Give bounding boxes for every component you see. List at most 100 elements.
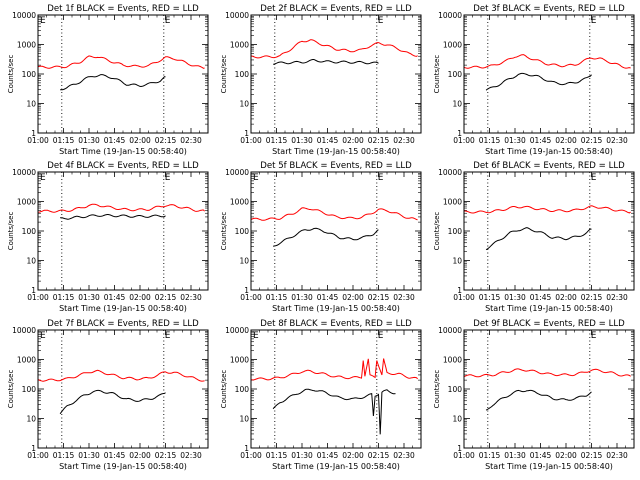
y-tick-label: 1 [457, 286, 462, 295]
y-tick-label: 100 [448, 385, 463, 394]
y-tick-label: 1000 [443, 41, 462, 50]
x-tick-label: 01:45 [317, 136, 339, 145]
x-axis-label: Start Time (19-Jan-15 00:58:40) [485, 304, 613, 313]
plot-frame [250, 14, 422, 134]
time-marker-label: E [378, 173, 384, 183]
x-tick-label: 01:15 [266, 293, 288, 302]
y-tick-label: 1 [457, 129, 462, 138]
events-series-line [485, 389, 592, 411]
x-tick-label: 01:15 [266, 451, 288, 460]
time-marker-label: E [378, 331, 384, 341]
panel-title: Det 2f BLACK = Events, RED = LLD [260, 4, 412, 14]
x-tick-label: 01:30 [291, 451, 313, 460]
plot-frame [250, 329, 422, 449]
x-tick-label: 01:15 [53, 136, 75, 145]
lld-series-line [37, 203, 205, 213]
x-tick-label: 01:30 [504, 293, 526, 302]
x-axis-label: Start Time (19-Jan-15 00:58:40) [59, 304, 187, 313]
x-tick-label: 02:30 [393, 293, 415, 302]
panel-title: Det 1f BLACK = Events, RED = LLD [47, 4, 199, 14]
y-tick-label: 1 [31, 286, 36, 295]
y-tick-label: 10000 [12, 11, 36, 20]
time-marker-label: E [591, 331, 597, 341]
x-tick-label: 01:45 [104, 136, 126, 145]
y-tick-label: 10 [452, 415, 462, 424]
x-tick-label: 02:15 [581, 451, 603, 460]
corner-label: E [40, 16, 46, 26]
x-tick-label: 01:30 [78, 293, 100, 302]
x-tick-label: 02:15 [155, 293, 177, 302]
x-tick-label: 01:30 [504, 451, 526, 460]
plot-frame [37, 171, 209, 291]
x-tick-label: 02:30 [180, 136, 202, 145]
y-axis-label: Counts/sec [433, 370, 441, 409]
x-tick-label: 01:00 [240, 451, 262, 460]
y-tick-label: 1000 [230, 41, 249, 50]
panel-4: Det 4f BLACK = Events, RED = LLD Counts/s… [7, 161, 209, 313]
panel-title: Det 4f BLACK = Events, RED = LLD [47, 161, 199, 171]
x-tick-label: 01:30 [78, 451, 100, 460]
x-tick-label: 02:00 [129, 293, 151, 302]
time-marker-label: E [165, 16, 171, 26]
x-tick-label: 01:15 [266, 136, 288, 145]
x-tick-label: 02:00 [342, 293, 364, 302]
panel-2: Det 2f BLACK = Events, RED = LLD Counts/s… [220, 4, 422, 156]
plot-frame [463, 171, 635, 291]
panel-9: Det 9f BLACK = Events, RED = LLD Counts/s… [433, 319, 635, 471]
y-axis-label: Counts/sec [220, 55, 228, 94]
plot-frame [463, 329, 635, 449]
x-tick-label: 02:30 [606, 451, 628, 460]
x-tick-label: 02:00 [342, 136, 364, 145]
lld-series-line [464, 205, 631, 214]
y-axis-label: Counts/sec [433, 55, 441, 94]
x-tick-label: 02:15 [581, 136, 603, 145]
x-tick-label: 01:45 [530, 451, 552, 460]
panel-title: Det 9f BLACK = Events, RED = LLD [473, 319, 625, 329]
y-tick-label: 1000 [230, 198, 249, 207]
x-tick-label: 02:00 [129, 451, 151, 460]
y-axis-label: Counts/sec [7, 212, 15, 251]
y-tick-label: 1000 [17, 356, 36, 365]
x-tick-label: 02:15 [155, 451, 177, 460]
x-tick-label: 01:45 [104, 451, 126, 460]
events-series-line [59, 389, 166, 415]
x-tick-label: 01:15 [53, 293, 75, 302]
x-tick-label: 02:30 [180, 293, 202, 302]
y-tick-label: 1000 [230, 356, 249, 365]
corner-label: E [40, 173, 46, 183]
panel-title: Det 8f BLACK = Events, RED = LLD [260, 319, 412, 329]
x-tick-label: 01:15 [53, 451, 75, 460]
y-tick-label: 100 [235, 70, 250, 79]
y-tick-label: 10000 [438, 168, 462, 177]
y-tick-label: 10000 [12, 168, 36, 177]
x-tick-label: 01:00 [240, 293, 262, 302]
x-axis-label: Start Time (19-Jan-15 00:58:40) [485, 462, 613, 471]
y-tick-label: 100 [448, 227, 463, 236]
y-tick-label: 10 [26, 415, 36, 424]
x-tick-label: 02:15 [581, 293, 603, 302]
y-tick-label: 100 [235, 385, 250, 394]
x-tick-label: 01:15 [479, 293, 501, 302]
y-tick-label: 10000 [438, 11, 462, 20]
x-tick-label: 01:00 [27, 136, 49, 145]
x-tick-label: 02:00 [555, 136, 577, 145]
x-tick-label: 02:00 [342, 451, 364, 460]
x-axis-label: Start Time (19-Jan-15 00:58:40) [272, 462, 400, 471]
x-tick-label: 01:30 [78, 136, 100, 145]
y-tick-label: 1000 [443, 356, 462, 365]
y-axis-label: Counts/sec [220, 370, 228, 409]
x-axis-label: Start Time (19-Jan-15 00:58:40) [272, 147, 400, 156]
x-tick-label: 01:00 [453, 293, 475, 302]
y-tick-label: 100 [22, 385, 37, 394]
x-tick-label: 02:15 [368, 136, 390, 145]
x-tick-label: 02:30 [180, 451, 202, 460]
y-tick-label: 100 [22, 70, 37, 79]
events-series-line [485, 227, 592, 251]
time-marker-label: E [591, 173, 597, 183]
lld-series-line [250, 358, 418, 381]
x-axis-label: Start Time (19-Jan-15 00:58:40) [59, 462, 187, 471]
panel-6: Det 6f BLACK = Events, RED = LLD Counts/s… [433, 161, 635, 313]
x-tick-label: 01:00 [453, 136, 475, 145]
y-tick-label: 10 [26, 100, 36, 109]
x-tick-label: 02:30 [606, 293, 628, 302]
